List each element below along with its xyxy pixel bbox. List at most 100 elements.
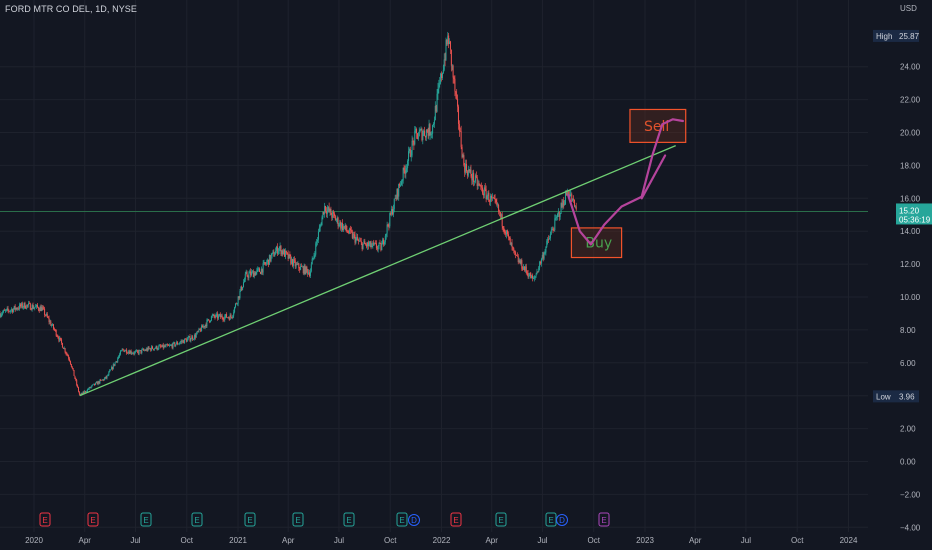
candle-body bbox=[223, 319, 225, 321]
candle-body bbox=[303, 265, 305, 274]
candle-body bbox=[70, 363, 72, 367]
candle-body bbox=[274, 254, 276, 257]
candle-body bbox=[270, 255, 272, 261]
candle-body bbox=[60, 337, 62, 340]
candle-body bbox=[34, 307, 36, 308]
candle-body bbox=[152, 346, 154, 349]
candle-body bbox=[517, 256, 519, 263]
candle-body bbox=[135, 350, 137, 352]
candle-body bbox=[296, 263, 298, 265]
candle-body bbox=[220, 315, 222, 318]
candle-body bbox=[185, 339, 187, 342]
candle-body bbox=[31, 305, 33, 310]
candle-body bbox=[304, 265, 306, 274]
earnings-event-icon[interactable]: E bbox=[545, 512, 557, 527]
candle-body bbox=[530, 272, 532, 279]
candle-body bbox=[126, 349, 128, 354]
candle-body bbox=[491, 197, 493, 199]
candle-body bbox=[543, 252, 545, 259]
candle-body bbox=[41, 307, 43, 311]
candle-body bbox=[439, 82, 441, 85]
candle-body bbox=[208, 319, 210, 321]
event-letter: E bbox=[90, 516, 95, 525]
candle-body bbox=[448, 35, 450, 45]
earnings-event-icon[interactable]: E bbox=[292, 512, 304, 527]
candle-body bbox=[249, 271, 251, 274]
earnings-event-icon[interactable]: E bbox=[140, 512, 152, 527]
candle-body bbox=[91, 385, 93, 387]
dividend-event-icon[interactable]: D bbox=[408, 514, 420, 526]
dividend-event-icon[interactable]: D bbox=[556, 514, 568, 526]
candle-body bbox=[267, 259, 269, 262]
candle-body bbox=[437, 89, 439, 94]
candle-body bbox=[273, 251, 275, 257]
candle-body bbox=[2, 312, 4, 314]
candle-body bbox=[210, 320, 212, 322]
candle-body bbox=[218, 314, 220, 316]
candle-body bbox=[205, 324, 207, 327]
earnings-event-icon[interactable]: E bbox=[191, 512, 203, 527]
candle-body bbox=[461, 147, 463, 158]
candle-body bbox=[19, 304, 21, 309]
candle-body bbox=[336, 217, 338, 220]
candle-body bbox=[222, 318, 224, 320]
candle-body bbox=[322, 211, 324, 218]
earnings-event-icon[interactable]: E bbox=[450, 512, 462, 527]
candle-body bbox=[575, 206, 577, 210]
earnings-event-icon[interactable]: E bbox=[39, 512, 51, 527]
candle-body bbox=[61, 342, 63, 348]
candle-body bbox=[488, 192, 490, 202]
event-letter: E bbox=[42, 516, 47, 525]
candle-body bbox=[326, 209, 328, 214]
candle-body bbox=[433, 120, 435, 124]
candle-body bbox=[474, 181, 476, 183]
candle-body bbox=[251, 271, 253, 276]
candle-body bbox=[361, 242, 363, 250]
candle-body bbox=[147, 347, 149, 351]
earnings-event-icon[interactable]: E bbox=[244, 512, 256, 527]
candle-body bbox=[16, 307, 18, 310]
candle-body bbox=[121, 349, 123, 351]
candle-body bbox=[206, 319, 208, 327]
candle-body bbox=[123, 349, 125, 352]
candle-body bbox=[1, 313, 3, 316]
candle-body bbox=[325, 211, 327, 214]
candle-body bbox=[394, 198, 396, 199]
candle-body bbox=[513, 248, 515, 251]
x-tick-label: Jul bbox=[130, 536, 140, 545]
y-tick-label: 20.00 bbox=[900, 129, 921, 138]
candle-body bbox=[142, 349, 144, 350]
candle-body bbox=[319, 225, 321, 228]
candle-body bbox=[292, 259, 294, 266]
candle-body bbox=[97, 381, 99, 385]
candle-body bbox=[272, 251, 274, 253]
candle-body bbox=[567, 192, 569, 195]
earnings-event-icon[interactable]: E bbox=[396, 512, 408, 527]
x-tick-label: 2020 bbox=[25, 536, 43, 545]
y-tick-label: 0.00 bbox=[900, 458, 916, 467]
candle-body bbox=[566, 192, 568, 196]
candle-body bbox=[370, 241, 372, 248]
candle-body bbox=[406, 167, 408, 169]
candle-body bbox=[109, 370, 111, 373]
earnings-event-icon[interactable]: E bbox=[343, 512, 355, 527]
candle-body bbox=[547, 239, 549, 241]
candle-body bbox=[32, 305, 34, 309]
candle-body bbox=[156, 345, 158, 350]
earnings-event-icon[interactable]: E bbox=[495, 512, 507, 527]
candle-body bbox=[310, 264, 312, 272]
candle-body bbox=[104, 376, 106, 379]
earnings-event-icon[interactable]: E bbox=[87, 512, 99, 527]
candle-body bbox=[507, 230, 509, 235]
candle-body bbox=[252, 271, 254, 278]
candle-body bbox=[441, 72, 443, 79]
candle-body bbox=[387, 224, 389, 226]
earnings-marker bbox=[292, 512, 304, 527]
earnings-event-icon[interactable]: E bbox=[598, 512, 610, 527]
earnings-marker bbox=[140, 512, 152, 527]
candle-body bbox=[213, 314, 215, 317]
candle-body bbox=[511, 242, 513, 247]
candle-body bbox=[87, 389, 89, 390]
candle-body bbox=[84, 391, 86, 394]
